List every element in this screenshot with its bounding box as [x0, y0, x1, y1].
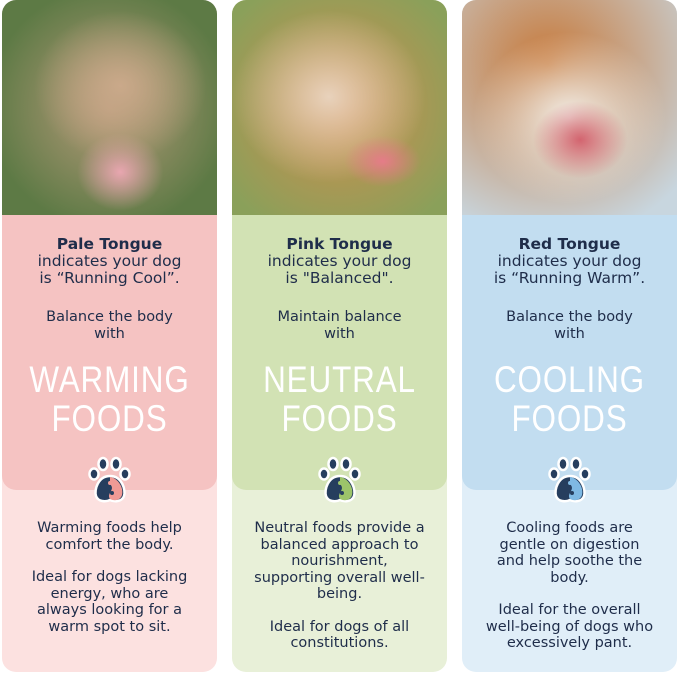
benefit-text: Cooling foods are gentle on digestion an… [496, 520, 643, 586]
food-label: FOODS [511, 398, 628, 439]
card-pale-tongue: Pale Tongue indicates your dog is “Runni… [2, 0, 217, 672]
tongue-title: Red Tongue [518, 235, 621, 253]
food-type-heading: WARMING FOODS [18, 360, 201, 438]
tongue-section [462, 215, 677, 490]
card-red-tongue: Red Tongue indicates your dog is “Runnin… [462, 0, 677, 672]
balance-line: with [554, 326, 585, 342]
food-description: Warming foods help comfort the body. Ide… [2, 520, 217, 651]
tongue-section [232, 215, 447, 490]
paw-yin-yang-icon [547, 456, 591, 503]
balance-line: with [324, 326, 355, 342]
tongue-title: Pink Tongue [286, 235, 393, 253]
food-type: NEUTRAL [263, 359, 416, 400]
balance-line: with [94, 326, 125, 342]
balance-line: Balance the body [46, 309, 173, 325]
card-pink-tongue: Pink Tongue indicates your dog is "Balan… [232, 0, 447, 672]
food-type: WARMING [29, 359, 190, 400]
balance-text: Maintain balance with [232, 309, 447, 343]
ideal-for-text: Ideal for dogs lacking energy, who are a… [31, 569, 188, 635]
tongue-description: Red Tongue indicates your dog is “Runnin… [462, 236, 677, 287]
paw-yin-yang-icon [317, 456, 361, 503]
dog-photo [2, 0, 217, 215]
ideal-for-text: Ideal for dogs of all constitutions. [269, 618, 410, 652]
dog-photo [462, 0, 677, 215]
food-type-heading: COOLING FOODS [478, 360, 661, 438]
balance-text: Balance the body with [462, 309, 677, 343]
balance-line: Maintain balance [277, 309, 402, 325]
food-type-heading: NEUTRAL FOODS [248, 360, 431, 438]
tongue-description: Pale Tongue indicates your dog is “Runni… [2, 236, 217, 287]
benefit-text: Neutral foods provide a balanced approac… [254, 520, 425, 602]
paw-yin-yang-icon [87, 456, 131, 503]
tongue-section [2, 215, 217, 490]
description-line: is “Running Cool”. [39, 269, 180, 287]
tongue-title: Pale Tongue [56, 235, 163, 253]
balance-line: Balance the body [506, 309, 633, 325]
food-label: FOODS [51, 398, 168, 439]
description-line: is "Balanced". [285, 269, 394, 287]
description-line: indicates your dog [267, 252, 412, 270]
balance-text: Balance the body with [2, 309, 217, 343]
description-line: is “Running Warm”. [493, 269, 646, 287]
food-type: COOLING [493, 359, 645, 400]
food-description: Neutral foods provide a balanced approac… [232, 520, 447, 668]
benefit-text: Warming foods help comfort the body. [37, 520, 182, 553]
ideal-for-text: Ideal for the overall well-being of dogs… [485, 602, 654, 651]
description-line: indicates your dog [497, 252, 642, 270]
tongue-description: Pink Tongue indicates your dog is "Balan… [232, 236, 447, 287]
description-line: indicates your dog [37, 252, 182, 270]
food-label: FOODS [281, 398, 398, 439]
dog-photo [232, 0, 447, 215]
food-description: Cooling foods are gentle on digestion an… [462, 520, 677, 668]
